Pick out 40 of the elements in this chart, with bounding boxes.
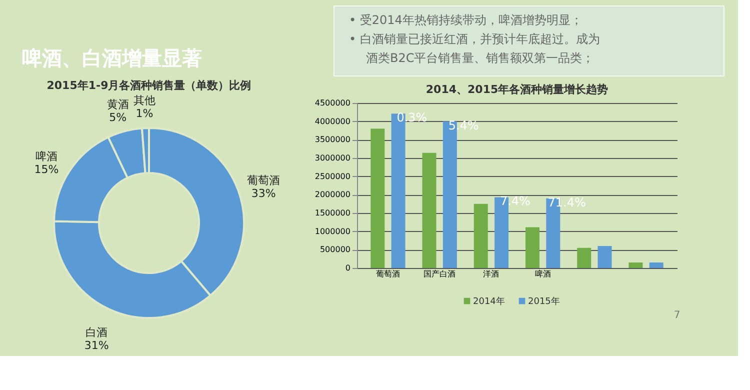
x-tick-label: 啤酒 [534,270,551,278]
y-tick-label: 0 [345,264,350,272]
y-tick-label: 2500000 [314,172,350,181]
bar [422,152,436,268]
y-tick-label: 3000000 [314,154,350,162]
slice-label: 白酒 [86,326,108,340]
slice-label: 葡萄酒 [247,174,280,188]
bar [628,262,643,268]
chart-title: 2015年1-9月各酒种销售量（单数）比例 [46,79,252,92]
x-tick-label: 国产白酒 [424,270,456,278]
y-tick-label: 3500000 [314,135,350,144]
legend-label: 2014年 [473,296,505,307]
text: • 白酒销量已接近红酒，并预计年底超过。成为酒类B2C平台销售量、销售额双第一品类； [349,32,600,65]
slice-label: 其他 [133,94,156,108]
bar [598,246,612,268]
data-label: 33% [251,187,276,200]
text: 7 [674,310,680,321]
chart-title: 2014、2015年各酒种销量增长趋势 [426,83,608,96]
y-tick-label: 1500000 [314,208,350,218]
slice-label: 黄酒 [106,98,129,112]
legend-label: 2015年 [528,296,560,307]
bar [370,128,385,268]
data-label: 15% [34,162,59,176]
x-tick-label: 葡萄酒 [376,270,400,278]
data-label: 31% [84,339,109,352]
text: • 受2014年热销持续带动，啤酒增势明显； [349,13,582,27]
bar [649,262,664,268]
y-tick-label: 500000 [320,245,350,254]
bar [474,204,488,268]
y-tick-label: 4000000 [314,116,350,126]
text: 啤酒、白酒增量显著 [22,46,202,70]
y-tick-label: 2000000 [314,190,350,200]
y-tick-label: 4500000 [314,98,350,108]
x-tick-label: 洋酒 [483,270,500,278]
data-label: 5% [109,111,127,124]
slice-label: 啤酒 [35,150,58,163]
y-tick-label: 1000000 [314,226,350,236]
bar [577,248,592,268]
data-label: 1% [136,107,154,120]
bar [525,227,540,268]
